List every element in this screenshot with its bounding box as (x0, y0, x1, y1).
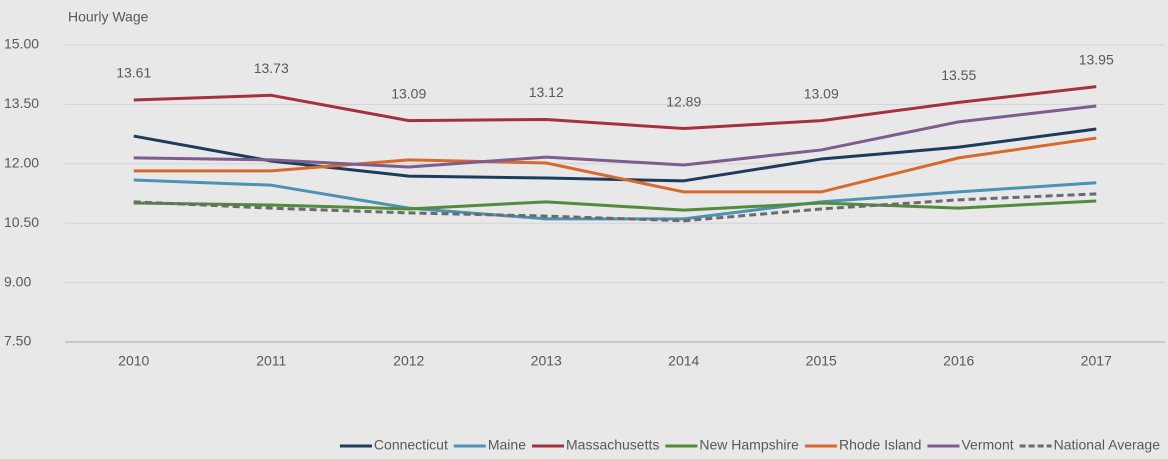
y-tick-label: 7.50 (4, 333, 31, 349)
series-line (133, 178, 1097, 221)
y-axis-label: Hourly Wage (68, 9, 149, 25)
y-tick-label: 13.50 (4, 95, 39, 111)
data-label: 13.61 (116, 65, 151, 81)
legend-label: New Hampshire (699, 437, 799, 453)
series-line (133, 104, 1097, 169)
x-tick-label: 2016 (943, 353, 974, 369)
y-tick-label: 10.50 (4, 214, 39, 230)
data-label: 12.89 (666, 93, 701, 109)
data-label: 13.12 (529, 84, 564, 100)
legend-label: Maine (488, 437, 526, 453)
legend-label: Rhode Island (839, 437, 922, 453)
series-line (133, 192, 1097, 223)
x-tick-label: 2014 (668, 353, 699, 369)
y-tick-label: 12.00 (4, 155, 39, 171)
x-tick-label: 2012 (393, 353, 424, 369)
legend-label: Vermont (961, 437, 1013, 453)
legend-label: Connecticut (374, 437, 448, 453)
data-label: 13.73 (254, 60, 289, 76)
series-line (133, 127, 1097, 183)
data-label: 13.09 (391, 85, 426, 101)
x-tick-label: 2017 (1081, 353, 1112, 369)
legend-label: National Average (1054, 437, 1161, 453)
y-tick-label: 15.00 (4, 36, 39, 52)
x-tick-label: 2010 (118, 353, 149, 369)
x-tick-label: 2013 (531, 353, 562, 369)
data-label: 13.55 (941, 67, 976, 83)
data-label: 13.95 (1079, 51, 1114, 67)
series-line (133, 136, 1097, 194)
x-tick-label: 2011 (256, 353, 286, 369)
y-tick-label: 9.00 (4, 273, 31, 289)
series-line (133, 199, 1097, 212)
series-line (133, 85, 1097, 131)
x-tick-label: 2015 (806, 353, 837, 369)
legend-label: Massachusetts (566, 437, 659, 453)
data-label: 13.09 (804, 85, 839, 101)
